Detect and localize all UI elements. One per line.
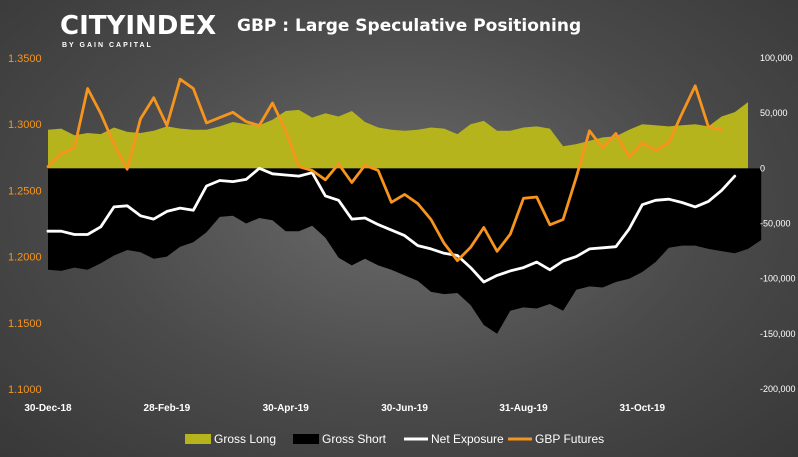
legend: Gross Long Gross Short Net Exposure GBP … bbox=[185, 432, 604, 446]
x-tick-label: 30-Dec-18 bbox=[24, 403, 72, 414]
left-tick-label: 1.1000 bbox=[8, 384, 42, 396]
right-tick-label: -200,000 bbox=[760, 384, 796, 394]
gross-long-area bbox=[48, 102, 748, 169]
left-tick-label: 1.2500 bbox=[8, 185, 42, 197]
logo-text: CITYINDEX bbox=[60, 11, 216, 41]
legend-label-gbp-futures: GBP Futures bbox=[535, 432, 604, 446]
net-exposure-line bbox=[46, 166, 737, 284]
x-tick-label: 31-Aug-19 bbox=[499, 403, 548, 414]
right-tick-label: -50,000 bbox=[760, 219, 791, 229]
right-tick-label: 0 bbox=[760, 163, 765, 173]
legend-label-net-exposure: Net Exposure bbox=[431, 432, 504, 446]
net-exposure-path bbox=[46, 166, 737, 284]
x-tick-label: 31-Oct-19 bbox=[620, 403, 666, 414]
left-tick-label: 1.3500 bbox=[8, 53, 42, 65]
gross-short-area bbox=[48, 168, 762, 334]
right-tick-label: -100,000 bbox=[760, 274, 796, 284]
left-tick-label: 1.2000 bbox=[8, 252, 42, 264]
gbp-futures-path bbox=[46, 77, 723, 263]
right-tick-label: 50,000 bbox=[760, 108, 788, 118]
gross-short-fill bbox=[48, 168, 762, 334]
chart-title: GBP : Large Speculative Positioning bbox=[237, 16, 581, 36]
gross-long-fill bbox=[48, 102, 748, 169]
x-tick-label: 30-Jun-19 bbox=[381, 403, 428, 414]
legend-label-gross-short: Gross Short bbox=[322, 432, 387, 446]
legend-swatch-gross-long bbox=[185, 434, 211, 444]
x-tick-label: 28-Feb-19 bbox=[144, 403, 191, 414]
right-axis-ticks: 100,000 50,000 0 -50,000 -100,000 -150,0… bbox=[760, 53, 796, 394]
x-tick-label: 30-Apr-19 bbox=[263, 403, 310, 414]
x-axis-ticks: 30-Dec-18 28-Feb-19 30-Apr-19 30-Jun-19 … bbox=[24, 403, 665, 414]
left-tick-label: 1.3000 bbox=[8, 119, 42, 131]
logo: CITYINDEX BY GAIN CAPITAL bbox=[60, 11, 216, 49]
legend-swatch-gross-short bbox=[293, 434, 319, 444]
legend-label-gross-long: Gross Long bbox=[214, 432, 276, 446]
logo-tagline: BY GAIN CAPITAL bbox=[62, 42, 153, 49]
left-tick-label: 1.1500 bbox=[8, 318, 42, 330]
gbp-futures-line bbox=[46, 77, 723, 263]
left-axis-ticks: 1.3500 1.3000 1.2500 1.2000 1.1500 1.100… bbox=[8, 53, 42, 396]
right-tick-label: 100,000 bbox=[760, 53, 793, 63]
right-tick-label: -150,000 bbox=[760, 329, 796, 339]
